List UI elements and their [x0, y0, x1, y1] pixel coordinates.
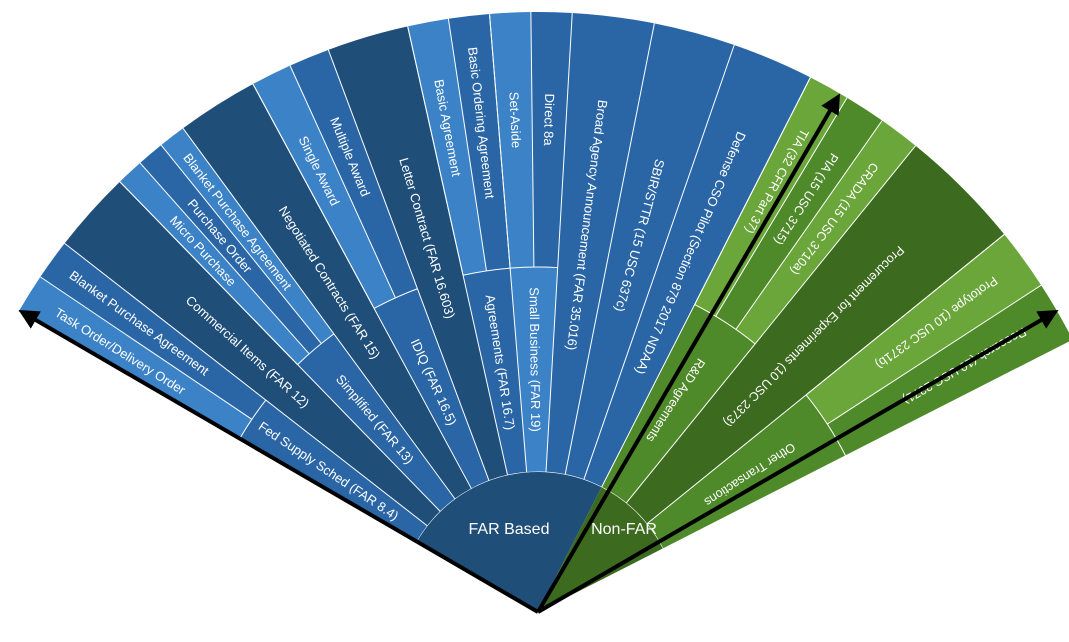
- far-group-divider: [119, 181, 441, 512]
- far-group-segment: [545, 12, 655, 475]
- nonfar-group-segment: [646, 394, 846, 549]
- nonfar-group-divider: [625, 145, 916, 504]
- far-item-divider: [530, 12, 535, 268]
- far-item-label: Set-Aside: [506, 91, 524, 148]
- far-group-segment: [374, 288, 490, 489]
- far-group-divider: [252, 83, 472, 490]
- far-item-segment: [407, 18, 487, 276]
- fan-hub: FAR Based Non-FAR: [416, 472, 663, 612]
- far-group-segment: [583, 44, 811, 488]
- nonfar-item-segment: [827, 285, 1069, 456]
- nonfar-item-divider: [827, 284, 1042, 425]
- right-boundary-arrow: [536, 309, 1059, 614]
- far-group-segment: [239, 400, 428, 542]
- far-group-divider: [407, 26, 509, 476]
- far-group-segment: [64, 181, 441, 526]
- nonfar-item-divider: [715, 97, 848, 317]
- far-item-segment: [161, 128, 334, 344]
- nonfar-item-segment: [694, 77, 848, 317]
- fan-segments: [18, 11, 1069, 549]
- far-group-segment: [183, 84, 472, 500]
- nonfar-group-outer-arc: [694, 304, 756, 345]
- nonfar-group-segment: [601, 304, 756, 504]
- far-based-hub-segment: [416, 472, 602, 612]
- far-item-segment: [40, 243, 266, 420]
- far-group-label: Small Business (FAR 19): [527, 287, 544, 432]
- far-based-label: FAR Based: [469, 521, 550, 538]
- far-group-divider: [327, 49, 490, 482]
- non-far-label: Non-FAR: [591, 521, 657, 538]
- far-item-divider: [139, 162, 310, 355]
- left-boundary-arrow: [18, 309, 540, 614]
- far-item-segment: [140, 145, 322, 354]
- far-group-divider: [64, 242, 428, 527]
- far-item-segment: [530, 11, 573, 268]
- nonfar-item-segment: [715, 97, 883, 330]
- nonfar-item-divider: [735, 120, 883, 330]
- nonfar-group-segment: [626, 145, 1005, 524]
- far-item-segment: [119, 162, 310, 365]
- far-item-segment: [489, 12, 534, 269]
- nonfar-item-segment: [735, 120, 916, 344]
- far-item-divider: [40, 276, 253, 420]
- far-nonfar-split-arrow: [536, 93, 841, 614]
- far-group-divider: [564, 23, 655, 475]
- far-group-segment: [463, 268, 527, 476]
- far-item-divider: [447, 18, 487, 271]
- far-group-segment: [565, 23, 735, 480]
- far-group-divider: [545, 12, 573, 473]
- far-item-segment: [290, 49, 418, 298]
- far-group-divider: [182, 127, 456, 500]
- fan-axis-arrows: [18, 93, 1059, 614]
- non-far-hub-segment: [538, 487, 663, 612]
- far-group-segment: [510, 266, 558, 473]
- far-item-divider: [160, 144, 322, 344]
- nonfar-group-divider: [601, 77, 811, 488]
- nonfar-group-divider: [646, 234, 1005, 525]
- nonfar-item-segment: [806, 234, 1042, 425]
- nonfar-group-outer-arc: [805, 394, 846, 456]
- far-item-label: Direct 8a: [541, 93, 557, 146]
- far-item-divider: [289, 65, 396, 299]
- far-group-segment: [297, 333, 456, 512]
- far-item-segment: [18, 276, 252, 440]
- far-group-divider: [489, 13, 528, 473]
- far-item-segment: [252, 65, 396, 309]
- far-group-segment: [328, 26, 508, 481]
- fan-divider-lines: [18, 12, 1042, 549]
- far-group-divider: [583, 44, 735, 480]
